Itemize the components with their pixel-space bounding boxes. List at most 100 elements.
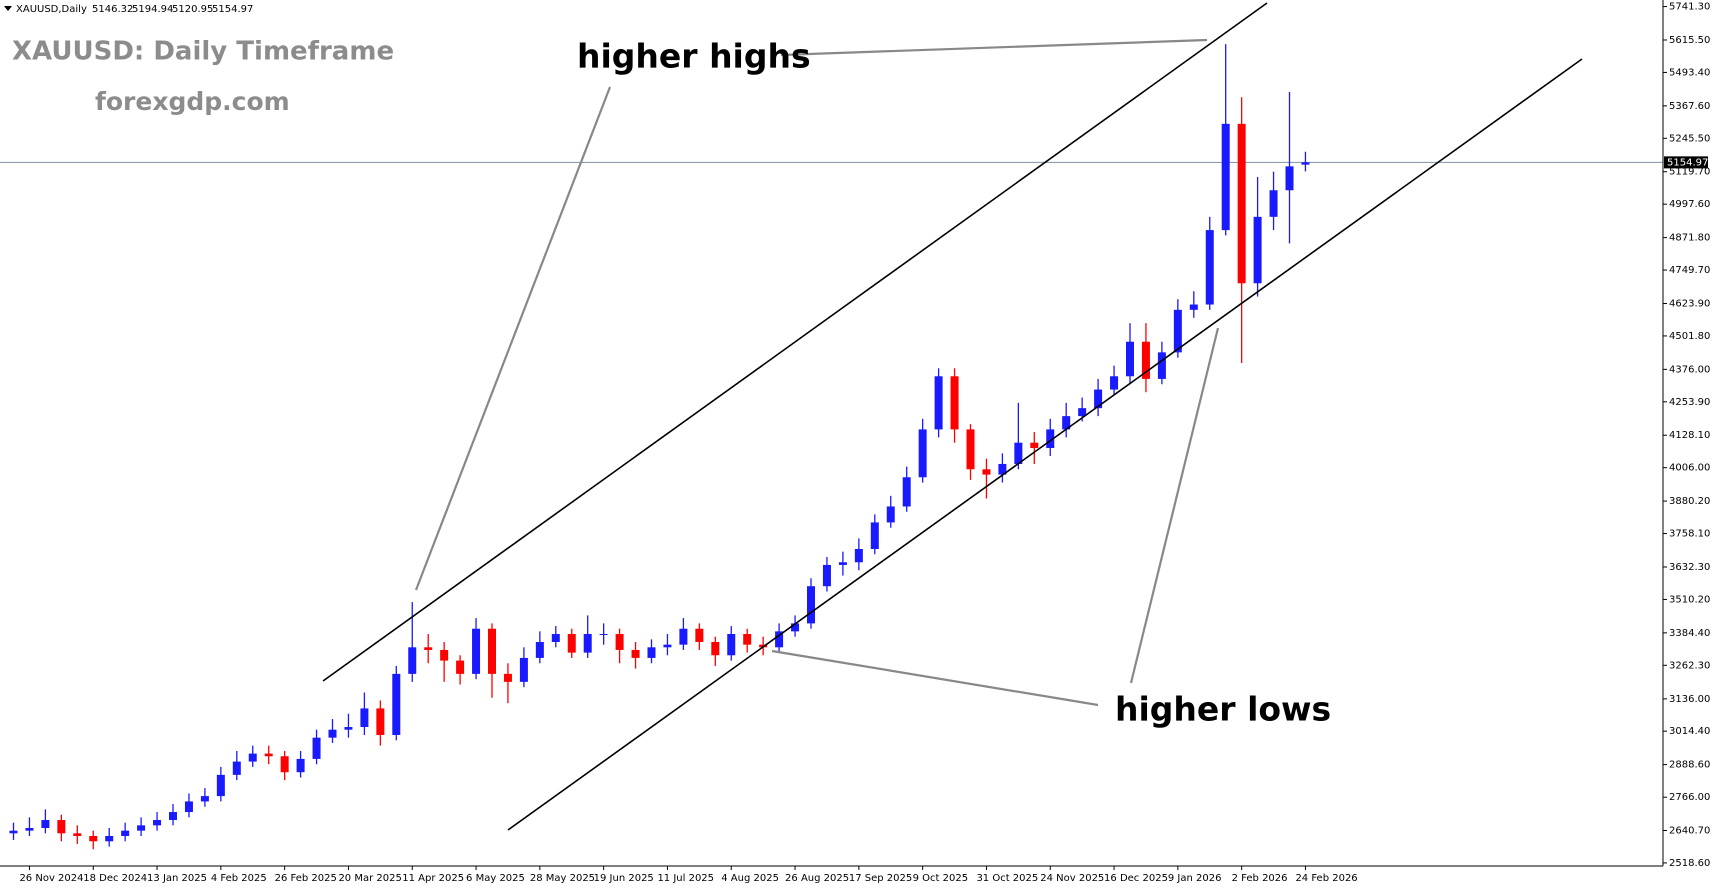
candle-body [232, 761, 241, 775]
lower-channel-line [507, 58, 1583, 831]
y-tick-label: 5245.50 [1669, 133, 1710, 144]
y-tick-label: 4997.60 [1669, 199, 1710, 210]
candle-body [1189, 304, 1198, 310]
candle-body [9, 830, 18, 834]
candle-body [280, 756, 289, 773]
candle-body [1110, 376, 1119, 390]
candle-body [121, 830, 130, 836]
candle-body [1269, 190, 1278, 217]
x-tick-label: 26 Nov 2024 [19, 873, 83, 884]
candle-body [966, 429, 975, 470]
x-tick-label: 19 Jun 2025 [594, 873, 654, 884]
x-tick-label: 24 Feb 2026 [1295, 873, 1357, 884]
candle-body [1157, 352, 1166, 379]
upper-channel-line [322, 2, 1268, 682]
x-tick-label: 16 Dec 2025 [1104, 873, 1168, 884]
candle-body [376, 708, 385, 735]
symbol-menu-icon[interactable] [4, 6, 12, 11]
candle-body [599, 634, 608, 636]
x-tick-label: 31 Oct 2025 [976, 873, 1038, 884]
y-tick-label: 4871.80 [1669, 233, 1710, 244]
y-tick-label: 4253.90 [1669, 397, 1710, 408]
current-price-box [1664, 156, 1708, 169]
chart-title: XAUUSD: Daily Timeframe [12, 37, 394, 67]
x-tick-label: 11 Jul 2025 [657, 873, 714, 884]
x-tick-label: 18 Dec 2024 [83, 873, 147, 884]
y-tick-label: 2518.60 [1669, 858, 1710, 869]
y-tick-label: 2888.60 [1669, 760, 1710, 771]
x-tick-label: 13 Jan 2025 [147, 873, 207, 884]
pointer-line [1129, 327, 1220, 684]
candle-body [934, 376, 943, 430]
y-tick-label: 2640.70 [1669, 825, 1710, 836]
y-tick-label: 4623.90 [1669, 298, 1710, 309]
candle-body [1221, 123, 1230, 231]
y-tick-label: 2766.00 [1669, 792, 1710, 803]
candle-body [1014, 442, 1023, 464]
candle-body [488, 628, 496, 674]
candle-body [105, 835, 114, 842]
candle-body [711, 641, 720, 656]
candle-body [727, 634, 736, 656]
candle-body [870, 522, 879, 549]
x-tick-label: 11 Apr 2025 [402, 873, 464, 884]
candle-body [822, 564, 831, 587]
candle-body [902, 477, 911, 507]
candle-body [184, 801, 193, 813]
candle-body [838, 562, 847, 565]
candle-body [1173, 309, 1182, 353]
y-tick-label: 4749.70 [1669, 265, 1710, 276]
candle-body [1062, 416, 1071, 430]
candle-body [519, 657, 528, 682]
y-tick-label: 4128.10 [1669, 430, 1710, 441]
y-tick-label: 3136.00 [1669, 694, 1710, 705]
y-tick-label: 3632.30 [1669, 562, 1710, 573]
candle-body [1141, 341, 1150, 379]
candle-body [1285, 166, 1294, 191]
candle-body [886, 506, 895, 523]
y-tick-label: 5367.60 [1669, 101, 1710, 112]
candle-body [791, 623, 800, 632]
x-tick-label: 26 Feb 2025 [275, 873, 337, 884]
candle-body [424, 647, 433, 650]
candle-body [1301, 162, 1310, 165]
x-tick-label: 20 Mar 2025 [338, 873, 401, 884]
price-grid [0, 6, 1667, 864]
candle-body [854, 548, 863, 563]
x-tick-label: 4 Aug 2025 [721, 873, 779, 884]
candle-body [631, 649, 640, 658]
candle-body [296, 758, 305, 773]
candle-body [344, 727, 353, 730]
candle-body [647, 647, 656, 658]
candle-body [583, 634, 592, 653]
x-tick-label: 9 Oct 2025 [913, 873, 968, 884]
pointer-line [771, 649, 1099, 707]
candle-body [440, 649, 449, 661]
y-tick-label: 3880.20 [1669, 496, 1710, 507]
y-tick-label: 3262.30 [1669, 660, 1710, 671]
candle-body [615, 634, 624, 650]
ohlc-close: 5154.97 [212, 4, 253, 15]
y-tick-label: 5119.70 [1669, 167, 1710, 178]
candle-body [472, 628, 481, 674]
candle-body [695, 628, 704, 642]
candle-body [1094, 389, 1103, 409]
candle-body [663, 644, 672, 648]
current-price-label: 5154.97 [1667, 157, 1708, 168]
x-tick-label: 17 Sep 2025 [849, 873, 912, 884]
candle-body [216, 774, 225, 797]
y-tick-label: 5615.50 [1669, 35, 1710, 46]
pointer-line [780, 38, 1208, 57]
candle-body [1046, 429, 1055, 449]
x-tick-label: 4 Feb 2025 [211, 873, 267, 884]
candle-body [567, 634, 576, 653]
candle-body [503, 673, 512, 682]
x-tick-label: 28 May 2025 [530, 873, 595, 884]
candle-body [408, 647, 417, 674]
candle-body [1205, 230, 1214, 305]
candle-body [807, 586, 815, 624]
pointer-line [414, 86, 612, 591]
candle-body [73, 833, 82, 836]
y-tick-label: 3510.20 [1669, 594, 1710, 605]
